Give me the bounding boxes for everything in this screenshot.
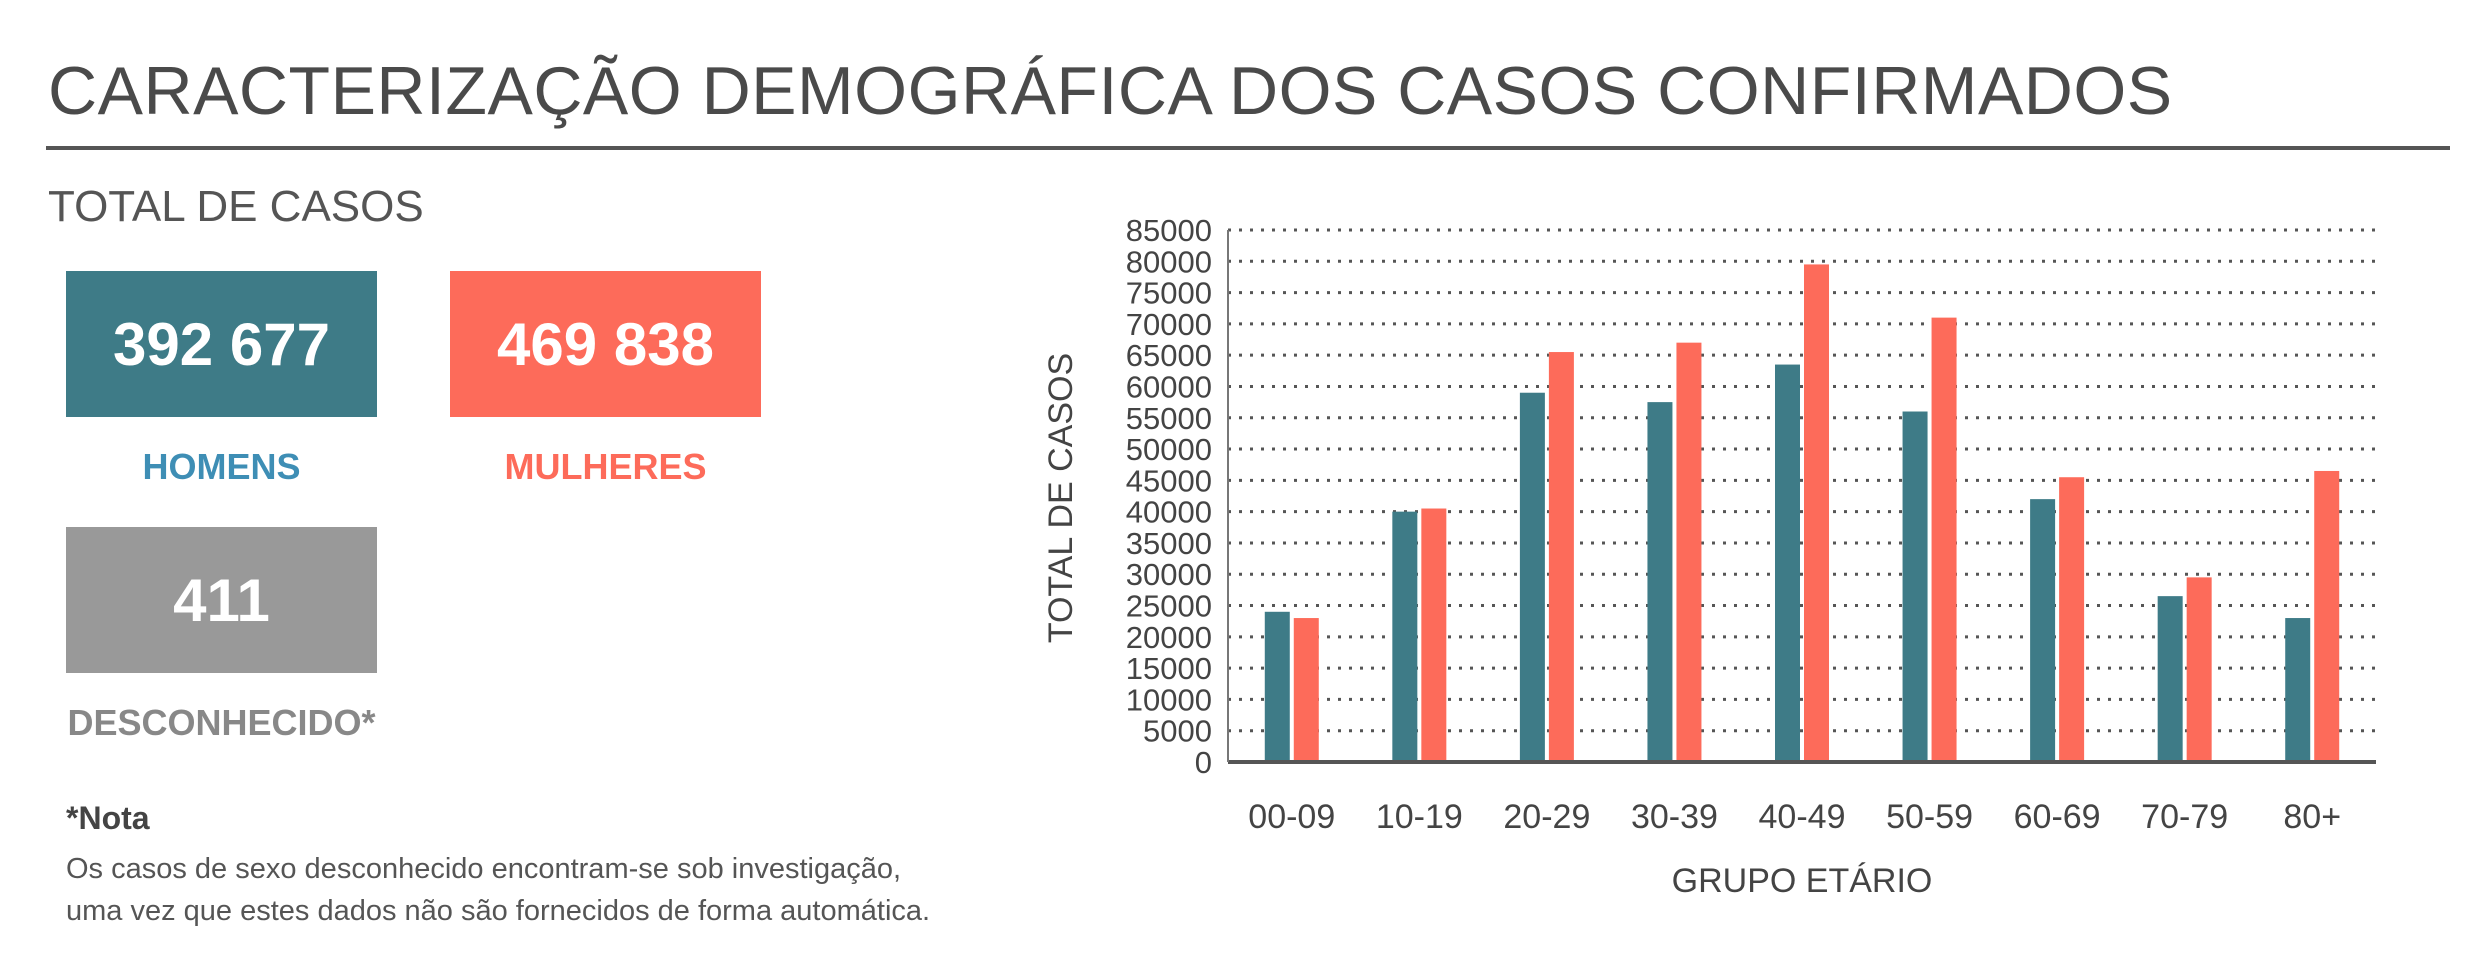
x-tick-label: 30-39 bbox=[1631, 798, 1718, 836]
y-tick-label: 35000 bbox=[1126, 526, 1212, 561]
x-tick-label: 60-69 bbox=[2014, 798, 2101, 836]
title-divider bbox=[46, 146, 2450, 150]
page-title: CARACTERIZAÇÃO DEMOGRÁFICA DOS CASOS CON… bbox=[48, 53, 2173, 129]
women-total-value: 469 838 bbox=[497, 310, 714, 378]
bar-women-80+ bbox=[2314, 470, 2340, 762]
x-tick-label: 20-29 bbox=[1503, 798, 1590, 836]
note-title: *Nota bbox=[66, 800, 150, 836]
y-tick-label: 5000 bbox=[1143, 714, 1212, 749]
unknown-total-label: DESCONHECIDO* bbox=[67, 702, 376, 743]
bar-women-60-69 bbox=[2059, 477, 2085, 762]
y-tick-label: 50000 bbox=[1126, 432, 1212, 467]
bar-men-30-39 bbox=[1647, 402, 1673, 762]
x-tick-label: 10-19 bbox=[1376, 798, 1463, 836]
y-tick-label: 55000 bbox=[1126, 401, 1212, 436]
y-tick-label: 20000 bbox=[1126, 620, 1212, 655]
y-tick-label: 25000 bbox=[1126, 589, 1212, 624]
bar-men-40-49 bbox=[1775, 364, 1800, 762]
y-tick-label: 85000 bbox=[1126, 213, 1212, 248]
chart-gridlines bbox=[1228, 228, 2376, 733]
chart-x-ticks: 00-09 10-19 20-29 30-39 40-49 50-59 60-69 70-79… bbox=[1248, 798, 2341, 836]
x-tick-label: 80+ bbox=[2283, 798, 2341, 836]
x-tick-label: 40-49 bbox=[1759, 798, 1846, 836]
y-tick-label: 45000 bbox=[1126, 463, 1212, 498]
bar-men-10-19 bbox=[1392, 511, 1418, 762]
bar-women-20-29 bbox=[1548, 352, 1574, 762]
y-tick-label: 40000 bbox=[1126, 495, 1212, 530]
bar-men-20-29 bbox=[1519, 392, 1545, 762]
y-tick-label: 60000 bbox=[1126, 369, 1212, 404]
men-total-card: 392 677 bbox=[66, 271, 377, 417]
y-tick-label: 80000 bbox=[1126, 244, 1212, 279]
x-tick-label: 70-79 bbox=[2141, 798, 2228, 836]
y-tick-label: 15000 bbox=[1126, 651, 1212, 686]
y-tick-label: 10000 bbox=[1126, 682, 1212, 717]
unknown-total-card: 411 bbox=[66, 527, 377, 673]
note-line-1: Os casos de sexo desconhecido encontram-… bbox=[66, 853, 902, 885]
women-total-card: 469 838 bbox=[450, 271, 761, 417]
bar-women-30-39 bbox=[1676, 342, 1702, 762]
bar-men-60-69 bbox=[2030, 499, 2056, 762]
bar-women-40-49 bbox=[1804, 264, 1829, 762]
y-tick-label: 30000 bbox=[1126, 557, 1212, 592]
x-tick-label: 00-09 bbox=[1248, 798, 1335, 836]
women-total-label: MULHERES bbox=[504, 446, 707, 487]
men-total-label: HOMENS bbox=[142, 446, 301, 487]
chart-x-axis-label: GRUPO ETÁRIO bbox=[1672, 862, 1933, 900]
x-tick-label: 50-59 bbox=[1886, 798, 1973, 836]
chart-y-axis-label: TOTAL DE CASOS bbox=[1042, 353, 1080, 643]
bar-women-10-19 bbox=[1421, 508, 1447, 762]
y-tick-label: 75000 bbox=[1126, 276, 1212, 311]
chart-y-ticks: 0500010000150002000025000300003500040000… bbox=[1126, 213, 1212, 780]
unknown-total-value: 411 bbox=[173, 566, 270, 634]
bar-men-50-59 bbox=[1902, 411, 1928, 762]
bar-women-00-09 bbox=[1293, 618, 1319, 762]
y-tick-label: 0 bbox=[1195, 745, 1212, 780]
chart-bars bbox=[1264, 264, 2340, 762]
bar-women-50-59 bbox=[1931, 317, 1957, 762]
men-total-value: 392 677 bbox=[113, 310, 330, 378]
y-tick-label: 65000 bbox=[1126, 338, 1212, 373]
bar-men-80+ bbox=[2285, 618, 2311, 762]
section-subtitle: TOTAL DE CASOS bbox=[48, 182, 424, 231]
y-tick-label: 70000 bbox=[1126, 307, 1212, 342]
bar-women-70-79 bbox=[2186, 577, 2212, 762]
note-text: Os casos de sexo desconhecido encontram-… bbox=[66, 848, 1046, 932]
bar-men-00-09 bbox=[1264, 611, 1290, 762]
bar-men-70-79 bbox=[2157, 596, 2183, 762]
note-line-2: uma vez que estes dados não são fornecid… bbox=[66, 895, 931, 927]
